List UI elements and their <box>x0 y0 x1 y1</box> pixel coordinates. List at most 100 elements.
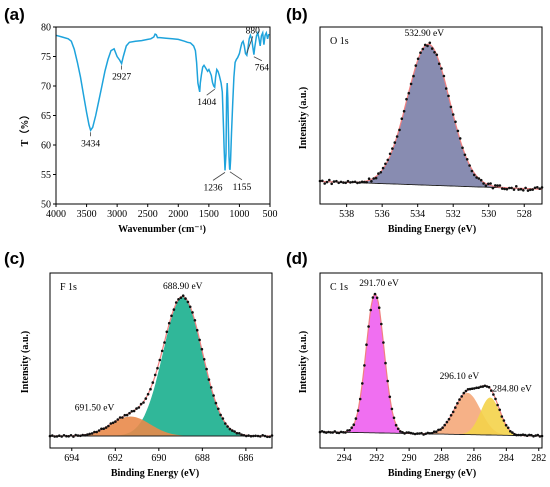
panel-c-ticks: 694 692 690 688 686 <box>64 448 253 464</box>
data-point <box>386 158 390 162</box>
data-point <box>405 431 409 434</box>
data-point <box>460 395 464 398</box>
data-point <box>369 308 373 312</box>
data-point <box>498 408 502 412</box>
data-point <box>456 402 459 405</box>
data-point <box>165 330 169 334</box>
data-point <box>487 385 491 389</box>
panel-a-ytick-label: 75 <box>41 52 51 63</box>
data-point <box>416 57 420 61</box>
data-point <box>55 435 59 438</box>
data-point <box>351 180 355 184</box>
data-point <box>506 426 510 430</box>
data-point <box>439 428 442 431</box>
data-point <box>473 387 476 390</box>
data-point <box>525 434 529 438</box>
data-point <box>339 180 343 184</box>
data-point <box>214 401 218 405</box>
panel-b-ticks: 538 536 534 532 530 528 <box>339 204 532 220</box>
data-point <box>508 186 511 190</box>
data-point <box>391 147 394 150</box>
xtick-label: 534 <box>410 209 425 220</box>
panel-b-letter: (b) <box>286 5 308 24</box>
panel-a-xtick-label: 2000 <box>168 209 188 220</box>
data-point <box>205 367 208 371</box>
component-peak-0 <box>320 44 542 190</box>
panel-a-annotation-label: 880 <box>246 26 261 36</box>
data-point <box>226 425 229 428</box>
data-point <box>209 386 213 389</box>
xtick-label: 694 <box>64 453 79 464</box>
data-point <box>109 422 113 425</box>
data-point <box>441 426 444 430</box>
data-point <box>445 420 449 424</box>
data-point <box>407 91 411 95</box>
data-point <box>409 431 413 435</box>
panel-a-frame <box>55 26 271 205</box>
data-point <box>337 431 341 435</box>
data-point <box>374 176 378 180</box>
data-point <box>536 186 539 189</box>
data-point <box>193 319 197 322</box>
data-point <box>384 361 387 365</box>
data-point <box>472 173 476 177</box>
data-point <box>266 435 269 439</box>
panel-a-ytick-label: 70 <box>41 82 51 93</box>
data-point <box>454 406 457 409</box>
data-point <box>464 389 468 393</box>
data-point <box>160 349 164 353</box>
panel-a-xtick-label: 4000 <box>46 209 66 220</box>
data-point <box>388 395 392 399</box>
panel-a-annotation-arrow <box>229 171 243 181</box>
data-point <box>233 430 236 433</box>
xtick-label: 532 <box>446 209 461 220</box>
data-point <box>538 435 542 438</box>
panel-a-annotation-arrow <box>206 88 215 96</box>
peak-label: 691.50 eV <box>75 404 115 414</box>
data-point <box>350 426 354 430</box>
data-point <box>238 432 241 435</box>
data-point <box>188 305 192 309</box>
data-point <box>104 426 108 429</box>
data-point <box>532 435 535 438</box>
data-point <box>492 393 495 396</box>
data-point <box>398 128 401 132</box>
data-point <box>325 431 328 434</box>
data-point <box>515 433 518 437</box>
data-point <box>470 169 474 173</box>
data-point <box>382 341 385 344</box>
data-point <box>461 146 464 150</box>
data-point <box>381 166 385 170</box>
data-point <box>335 179 338 183</box>
data-point <box>479 178 483 182</box>
peak-label: 296.10 eV <box>440 372 480 382</box>
xtick-label: 538 <box>339 209 354 220</box>
data-point <box>422 433 425 436</box>
data-point <box>388 152 392 156</box>
data-point <box>475 176 478 179</box>
data-point <box>58 434 61 438</box>
data-point <box>519 433 523 437</box>
panel-b-x-label: Binding Energy (eV) <box>388 224 476 235</box>
data-point <box>200 347 204 351</box>
xtick-label: 290 <box>402 453 417 464</box>
data-point <box>447 94 450 98</box>
data-point <box>395 135 399 138</box>
data-point <box>430 47 434 50</box>
data-point <box>428 432 432 435</box>
data-point <box>437 62 441 66</box>
data-point <box>252 434 255 438</box>
component-peak-0 <box>320 294 542 436</box>
data-point <box>502 419 506 422</box>
data-point <box>76 434 80 437</box>
data-point <box>337 181 341 185</box>
xtick-label: 688 <box>195 453 210 464</box>
panel-b-plot: 532.90 eV <box>318 29 544 192</box>
panel-a-ytick-label: 65 <box>41 111 51 122</box>
data-point <box>430 431 434 435</box>
data-point <box>533 186 537 190</box>
data-point <box>111 421 115 425</box>
data-point <box>352 423 356 427</box>
data-point <box>231 429 234 432</box>
